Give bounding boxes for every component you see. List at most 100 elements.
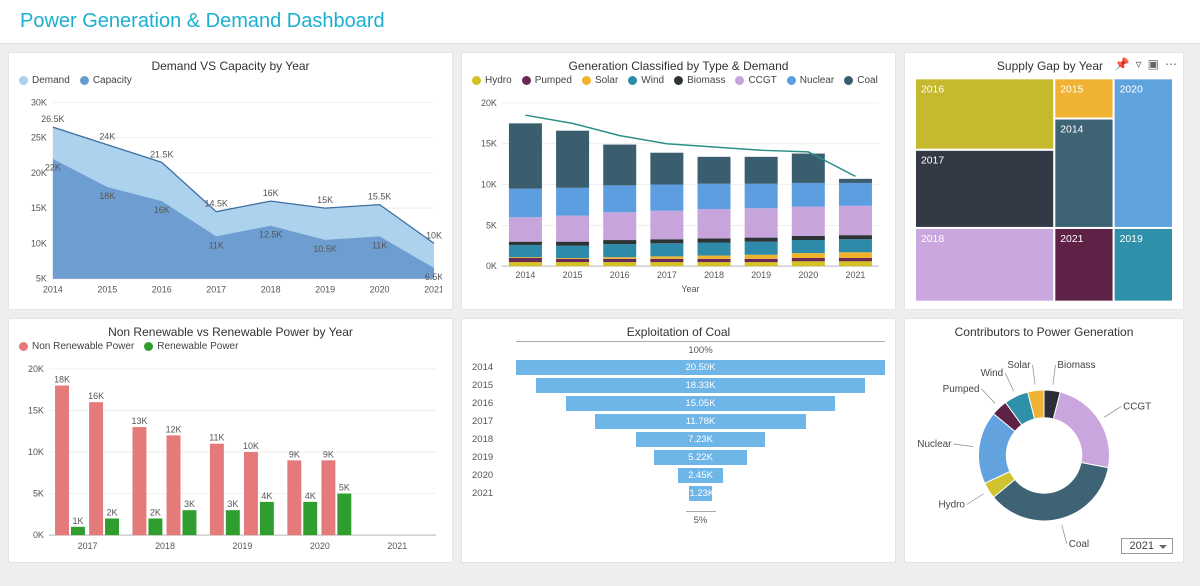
legend-item[interactable]: Pumped [522, 75, 572, 86]
legend-label: Biomass [687, 75, 725, 86]
legend: Non Renewable Power Renewable Power [19, 341, 442, 352]
card-supply-gap: Supply Gap by Year 📌 ▿ ▣ ⋯ 2016201720182… [904, 52, 1184, 310]
svg-text:10K: 10K [426, 230, 442, 240]
funnel-bar: 15.05K [566, 396, 835, 411]
funnel-row[interactable]: 2018 7.23K [472, 430, 885, 448]
legend-swatch [19, 76, 28, 85]
legend-item[interactable]: Solar [582, 75, 618, 86]
svg-text:0K: 0K [33, 530, 44, 540]
funnel-year: 2017 [472, 416, 516, 427]
legend-item[interactable]: Non Renewable Power [19, 341, 134, 352]
svg-text:11K: 11K [372, 240, 387, 250]
legend-label: Capacity [93, 75, 132, 86]
svg-text:2014: 2014 [515, 270, 535, 280]
legend-label: Non Renewable Power [32, 341, 134, 352]
donut-chart: BiomassCCGTCoalHydroNuclearPumpedWindSol… [915, 341, 1173, 558]
svg-text:21.5K: 21.5K [150, 149, 173, 159]
funnel-row[interactable]: 2020 2.45K [472, 466, 885, 484]
funnel-row[interactable]: 2014 20.50K [472, 358, 885, 376]
funnel-year: 2016 [472, 398, 516, 409]
legend-swatch [735, 76, 744, 85]
svg-text:2018: 2018 [704, 270, 724, 280]
svg-text:2017: 2017 [657, 270, 677, 280]
funnel-bar: 18.33K [536, 378, 864, 393]
legend-item[interactable]: Demand [19, 75, 70, 86]
svg-text:2017: 2017 [206, 285, 226, 295]
legend-label: Demand [32, 75, 70, 86]
svg-text:15K: 15K [31, 203, 47, 213]
funnel-bottom-label: 5% [516, 504, 885, 526]
treemap-chart[interactable]: 20162017201820152014202120202019 [915, 75, 1173, 305]
svg-text:2015: 2015 [1060, 84, 1083, 95]
legend-label: Pumped [535, 75, 572, 86]
svg-text:3K: 3K [184, 499, 195, 509]
legend-label: Coal [857, 75, 878, 86]
focus-icon[interactable]: ▣ [1148, 57, 1159, 71]
legend-item[interactable]: Hydro [472, 75, 512, 86]
year-dropdown[interactable]: 2021 [1121, 538, 1173, 554]
svg-text:25K: 25K [31, 133, 47, 143]
grouped-bar-chart: 0K5K10K15K20K201718K1K16K2K201813K2K12K3… [19, 354, 442, 558]
funnel-row[interactable]: 2017 11.78K [472, 412, 885, 430]
legend-item[interactable]: CCGT [735, 75, 776, 86]
legend-item[interactable]: Biomass [674, 75, 725, 86]
card-toolbar: 📌 ▿ ▣ ⋯ [1115, 57, 1177, 71]
filter-icon[interactable]: ▿ [1136, 57, 1142, 71]
svg-text:30K: 30K [31, 97, 47, 107]
svg-text:15.5K: 15.5K [368, 192, 391, 202]
more-icon[interactable]: ⋯ [1165, 57, 1177, 71]
stacked-bar-chart: 0K5K10K15K20K201420152016201720182019202… [472, 88, 885, 305]
svg-text:Coal: Coal [1069, 539, 1089, 550]
pin-icon[interactable]: 📌 [1115, 57, 1130, 71]
svg-text:14.5K: 14.5K [205, 199, 228, 209]
funnel-bar: 11.78K [595, 414, 805, 429]
card-renew-vs-nonrenew: Non Renewable vs Renewable Power by Year… [8, 318, 453, 563]
legend-label: Wind [641, 75, 664, 86]
funnel-chart: 100%2014 20.50K2015 18.33K2016 15.05K201… [472, 341, 885, 558]
legend-swatch [628, 76, 637, 85]
dashboard-header: Power Generation & Demand Dashboard [0, 0, 1200, 44]
svg-text:Wind: Wind [981, 368, 1004, 379]
card-coal-exploitation: Exploitation of Coal 100%2014 20.50K2015… [461, 318, 896, 563]
legend-item[interactable]: Renewable Power [144, 341, 238, 352]
svg-text:22K: 22K [45, 163, 61, 173]
funnel-year: 2018 [472, 434, 516, 445]
legend-swatch [80, 76, 89, 85]
svg-text:2019: 2019 [751, 270, 771, 280]
funnel-row[interactable]: 2015 18.33K [472, 376, 885, 394]
svg-text:2016: 2016 [152, 285, 172, 295]
svg-text:2017: 2017 [921, 156, 944, 167]
legend-item[interactable]: Coal [844, 75, 878, 86]
funnel-row[interactable]: 2016 15.05K [472, 394, 885, 412]
page-title: Power Generation & Demand Dashboard [20, 10, 1180, 33]
svg-text:2018: 2018 [261, 285, 281, 295]
legend-label: Solar [595, 75, 618, 86]
svg-text:2020: 2020 [310, 541, 330, 551]
card-contributors: Contributors to Power Generation Biomass… [904, 318, 1184, 563]
svg-text:2016: 2016 [610, 270, 630, 280]
dashboard-grid: Demand VS Capacity by Year DemandCapacit… [0, 44, 1200, 571]
legend-item[interactable]: Nuclear [787, 75, 834, 86]
svg-text:15K: 15K [481, 139, 497, 149]
funnel-row[interactable]: 2021 1.23K [472, 484, 885, 502]
funnel-row[interactable]: 2019 5.22K [472, 448, 885, 466]
svg-text:9K: 9K [289, 449, 300, 459]
legend-item[interactable]: Wind [628, 75, 664, 86]
svg-text:9K: 9K [323, 449, 334, 459]
svg-text:1K: 1K [72, 516, 83, 526]
funnel-bar: 20.50K [516, 360, 885, 375]
svg-text:10K: 10K [31, 238, 47, 248]
svg-text:16K: 16K [263, 188, 279, 198]
svg-text:2014: 2014 [43, 285, 63, 295]
legend-swatch [144, 342, 153, 351]
svg-text:Nuclear: Nuclear [917, 439, 952, 450]
area-chart: 5K10K15K20K25K30K20142015201620172018201… [19, 88, 442, 305]
funnel-year: 2014 [472, 362, 516, 373]
svg-text:10K: 10K [481, 180, 497, 190]
svg-text:11K: 11K [209, 433, 224, 443]
legend-item[interactable]: Capacity [80, 75, 132, 86]
funnel-bar: 2.45K [678, 468, 722, 483]
legend-label: Nuclear [800, 75, 834, 86]
legend-swatch [472, 76, 481, 85]
svg-text:6.5K: 6.5K [425, 272, 442, 282]
